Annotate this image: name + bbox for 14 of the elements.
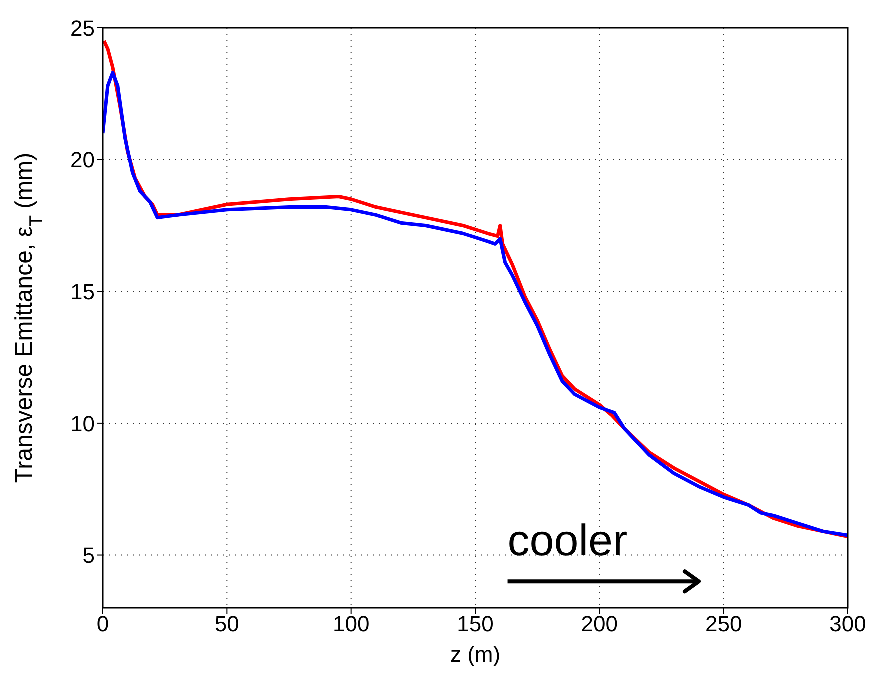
x-tick-label: 0 (96, 612, 110, 637)
y-tick-label: 15 (70, 279, 95, 304)
y-tick-label: 20 (70, 148, 95, 173)
y-tick-label: 5 (82, 543, 95, 568)
x-tick-label: 250 (705, 612, 742, 637)
annotation: cooler (508, 516, 628, 566)
x-tick-label: 300 (830, 612, 866, 637)
x-tick-label: 200 (581, 612, 618, 637)
x-tick-label: 50 (214, 612, 240, 637)
y-tick-label: 25 (70, 16, 95, 41)
x-tick-label: 150 (457, 612, 494, 637)
x-tick-label: 100 (332, 612, 370, 637)
y-tick-label: 10 (70, 411, 95, 436)
x-axis-title: z (m) (450, 642, 501, 667)
